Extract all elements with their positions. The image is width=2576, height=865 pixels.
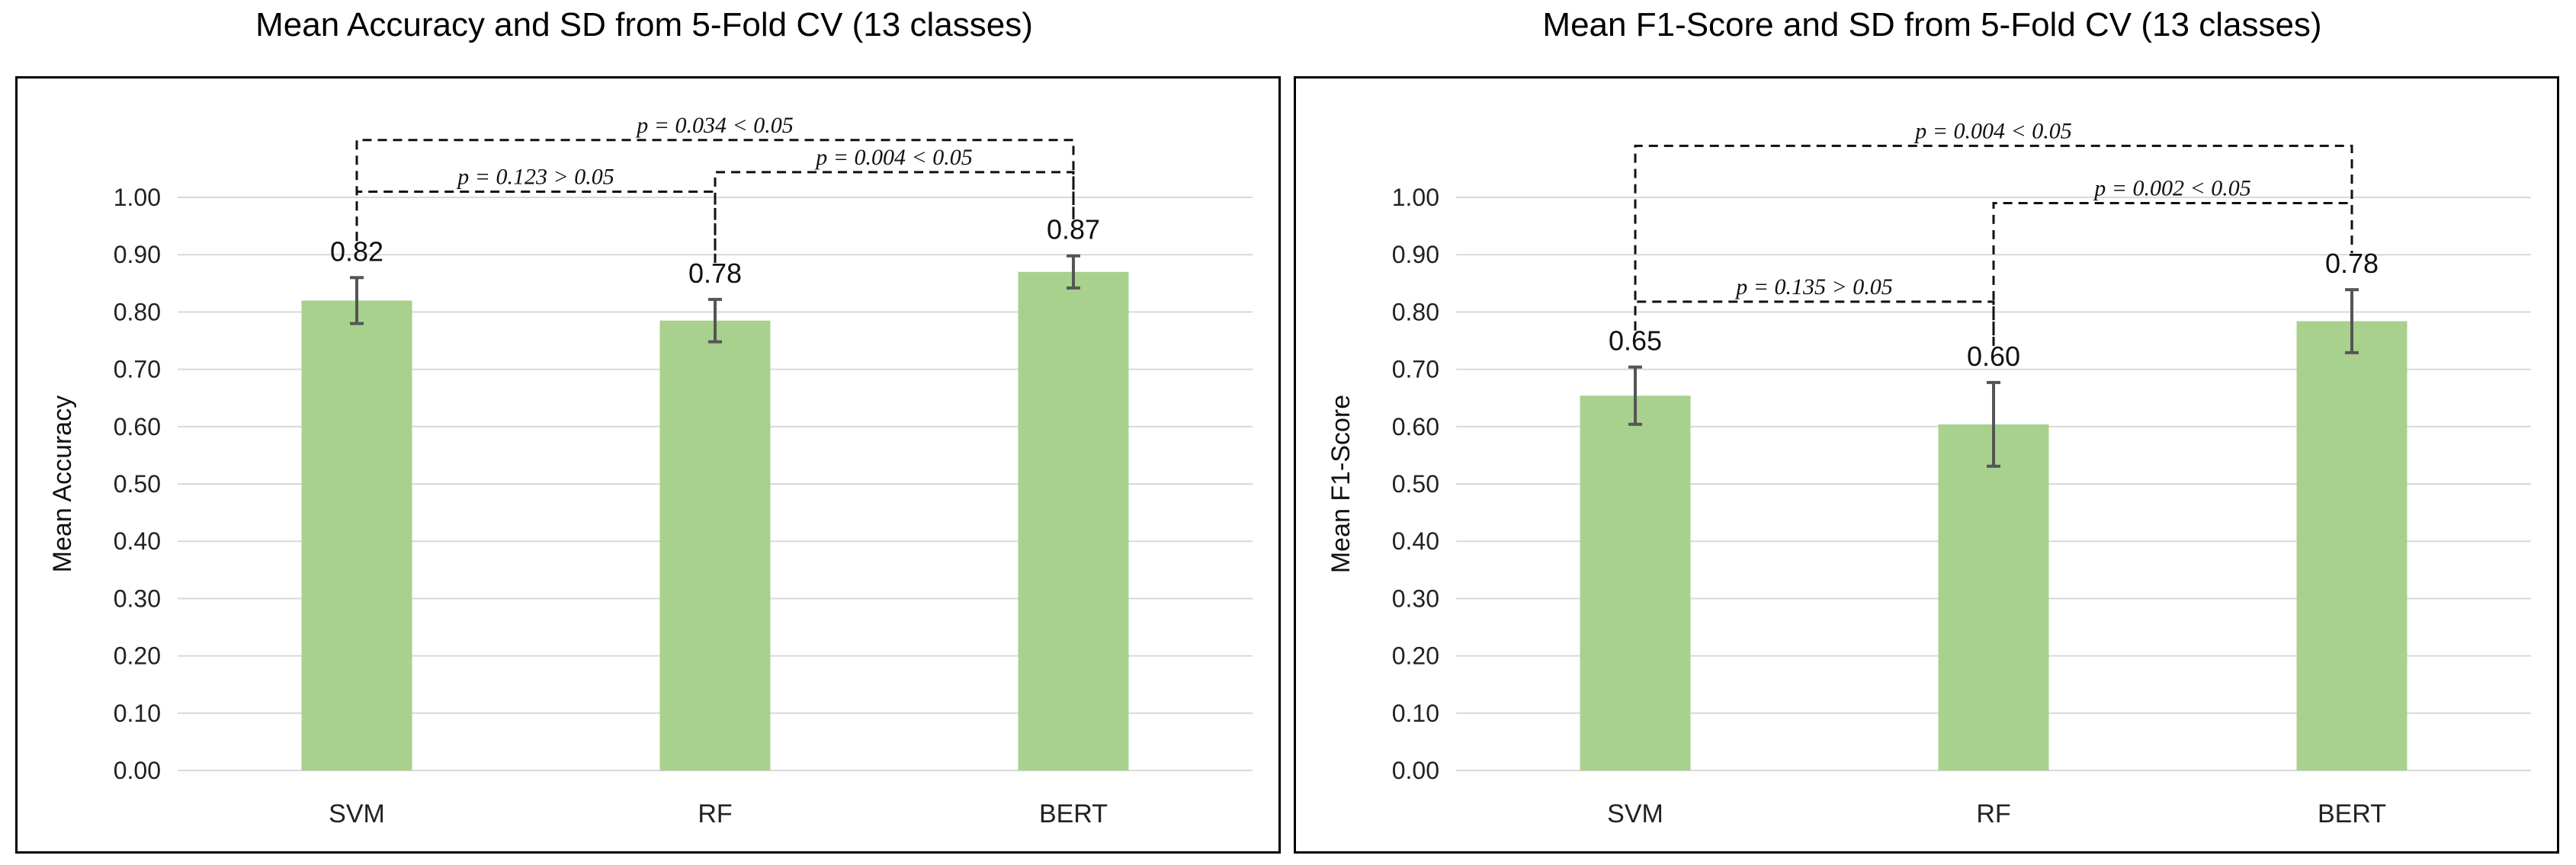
f1-chart-panel: 0.00 0.10 0.20 0.30 0.40 0.50 0.60 0.70 0.80 0.90… xyxy=(1294,76,2559,854)
accuracy-category-label-svm: SVM xyxy=(329,799,385,828)
accuracy-y-tick-label: 0.50 xyxy=(114,470,161,498)
accuracy-y-tick-label: 0.20 xyxy=(114,642,161,670)
f1-significance-bracket xyxy=(1634,300,1995,346)
accuracy-bar-svm xyxy=(301,300,412,770)
f1-bar-svm xyxy=(1580,396,1691,770)
accuracy-y-tick-label: 0.80 xyxy=(114,298,161,325)
f1-significance-label: p = 0.004 < 0.05 xyxy=(1914,118,2072,143)
f1-significance-label: p = 0.135 > 0.05 xyxy=(1734,274,1893,300)
accuracy-significance-label: p = 0.034 < 0.05 xyxy=(635,113,794,138)
accuracy-chart-panel: 0.00 0.10 0.20 0.30 0.40 0.50 0.60 0.70 0.80 0.90… xyxy=(15,76,1281,854)
accuracy-y-axis-title: Mean Accuracy xyxy=(48,396,77,572)
accuracy-chart-title: Mean Accuracy and SD from 5-Fold CV (13 … xyxy=(255,6,1033,43)
f1-y-tick-label: 0.50 xyxy=(1392,470,1439,498)
f1-y-tick-label: 0.80 xyxy=(1392,298,1439,325)
f1-y-axis-title: Mean F1-Score xyxy=(1326,395,1355,573)
accuracy-category-label-bert: BERT xyxy=(1039,799,1108,828)
accuracy-bar-bert xyxy=(1018,271,1129,770)
f1-bar-bert xyxy=(2296,321,2408,770)
f1-y-tick-label: 0.40 xyxy=(1392,527,1439,555)
accuracy-y-tick-label: 0.00 xyxy=(114,757,161,784)
f1-y-tick-label: 0.20 xyxy=(1392,642,1439,670)
accuracy-significance-label: p = 0.123 > 0.05 xyxy=(456,164,614,189)
f1-category-label-rf: RF xyxy=(1976,799,2010,828)
accuracy-significance-label: p = 0.004 < 0.05 xyxy=(814,145,973,170)
f1-chart-title: Mean F1-Score and SD from 5-Fold CV (13 … xyxy=(1542,6,2322,43)
f1-category-label-svm: SVM xyxy=(1607,799,1663,828)
f1-y-tick-label: 0.70 xyxy=(1392,356,1439,383)
accuracy-y-tick-label: 1.00 xyxy=(114,184,161,211)
f1-y-tick-label: 0.60 xyxy=(1392,413,1439,441)
accuracy-significance-bracket xyxy=(355,190,717,263)
accuracy-chart-svg: 0.00 0.10 0.20 0.30 0.40 0.50 0.60 0.70 0.80 0.90… xyxy=(48,113,1253,828)
accuracy-y-tick-label: 0.30 xyxy=(114,585,161,612)
accuracy-y-tick-label: 0.40 xyxy=(114,527,161,555)
f1-significance-bracket xyxy=(1634,144,2353,331)
accuracy-bar-rf xyxy=(659,320,771,770)
f1-y-tick-label: 0.10 xyxy=(1392,700,1439,727)
f1-significance-label: p = 0.002 < 0.05 xyxy=(2093,176,2251,201)
f1-bar-rf xyxy=(1938,424,2049,770)
f1-significance-bracket xyxy=(1992,202,2353,346)
f1-y-tick-label: 0.90 xyxy=(1392,241,1439,268)
accuracy-y-tick-label: 0.70 xyxy=(114,356,161,383)
accuracy-y-tick-label: 0.60 xyxy=(114,413,161,441)
f1-y-tick-label: 0.00 xyxy=(1392,757,1439,784)
f1-chart-svg: 0.00 0.10 0.20 0.30 0.40 0.50 0.60 0.70 0.80 0.90… xyxy=(1326,118,2531,828)
f1-category-label-bert: BERT xyxy=(2318,799,2386,828)
f1-y-tick-label: 0.30 xyxy=(1392,585,1439,612)
accuracy-category-label-rf: RF xyxy=(698,799,732,828)
accuracy-y-tick-label: 0.10 xyxy=(114,700,161,727)
accuracy-significance-bracket xyxy=(714,171,1075,263)
f1-y-tick-label: 1.00 xyxy=(1392,184,1439,211)
accuracy-y-tick-label: 0.90 xyxy=(114,241,161,268)
